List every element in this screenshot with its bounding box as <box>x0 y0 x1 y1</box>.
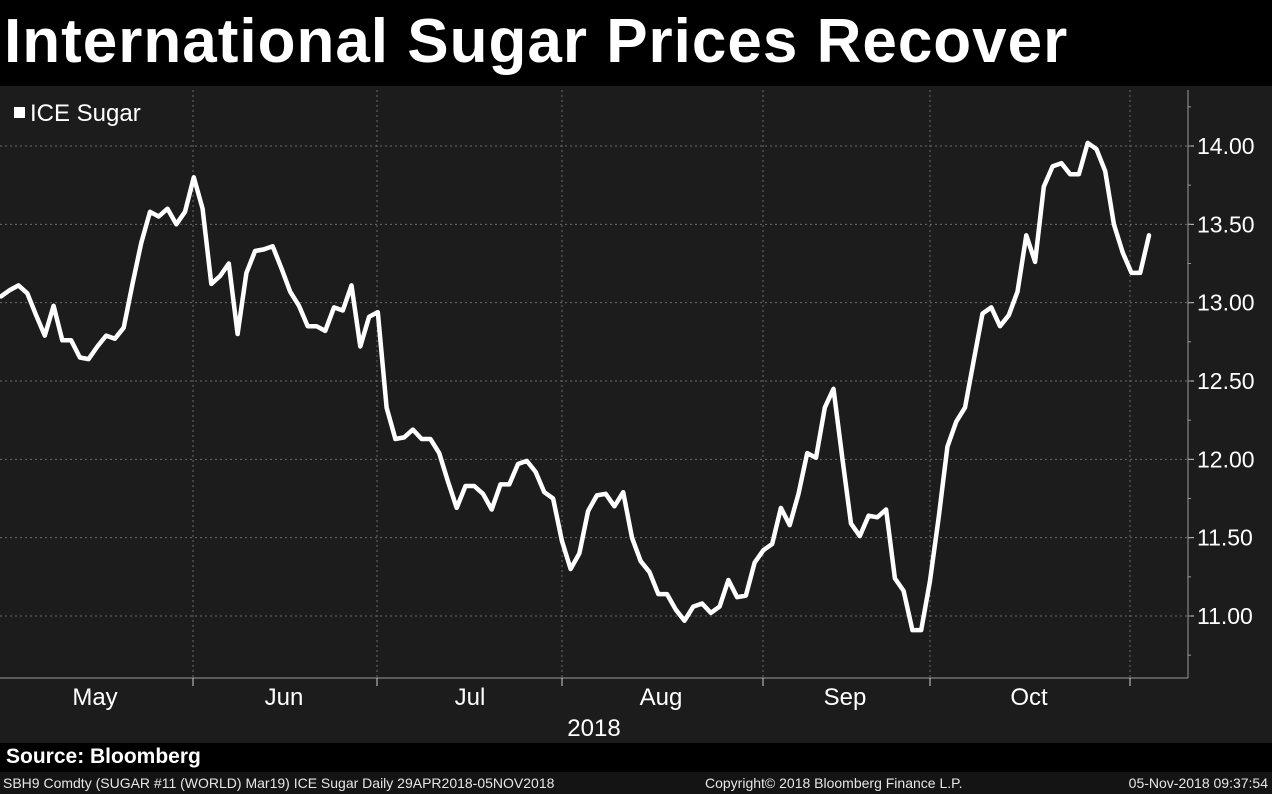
legend-label: ICE Sugar <box>30 100 141 127</box>
y-tick-label: 13.00 <box>1197 290 1255 316</box>
y-tick-label: 11.00 <box>1197 603 1253 629</box>
source-note: Source: Bloomberg <box>6 745 201 768</box>
x-tick-label: Jul <box>455 684 486 711</box>
footer-bar: SBH9 Comdty (SUGAR #11 (WORLD) Mar19) IC… <box>0 772 1272 794</box>
horizontal-grid <box>0 145 1188 617</box>
y-tick-label: 14.00 <box>1197 133 1255 159</box>
y-tick-label: 12.00 <box>1197 446 1255 472</box>
legend-swatch <box>14 107 25 118</box>
chart-title: International Sugar Prices Recover <box>4 7 1069 76</box>
x-tick-label: May <box>72 684 117 711</box>
y-tick-label: 12.50 <box>1197 368 1255 394</box>
x-axis-year-label: 2018 <box>567 715 620 742</box>
footer-timestamp: 05-Nov-2018 09:37:54 <box>1128 775 1268 791</box>
legend: ICE Sugar <box>14 100 141 128</box>
x-tick-label: Jun <box>265 684 304 711</box>
x-tick-label: Oct <box>1010 684 1048 711</box>
y-axis-ticks: 14.00 13.50 13.00 12.50 12.00 11.50 11.00 <box>1188 106 1255 656</box>
y-tick-label: 11.50 <box>1197 525 1253 551</box>
footer-copyright: Copyright© 2018 Bloomberg Finance L.P. <box>705 775 963 791</box>
footer-ticker-info: SBH9 Comdty (SUGAR #11 (WORLD) Mar19) IC… <box>3 775 555 791</box>
x-tick-label: Sep <box>824 684 867 711</box>
x-tick-label: Aug <box>640 684 683 711</box>
ice-sugar-series-line <box>0 140 1152 633</box>
vertical-grid <box>192 90 1131 678</box>
plot-area <box>0 86 1272 743</box>
x-axis-ticks: May Jun Jul Aug Sep Oct <box>72 678 1131 711</box>
y-tick-label: 13.50 <box>1197 211 1255 237</box>
